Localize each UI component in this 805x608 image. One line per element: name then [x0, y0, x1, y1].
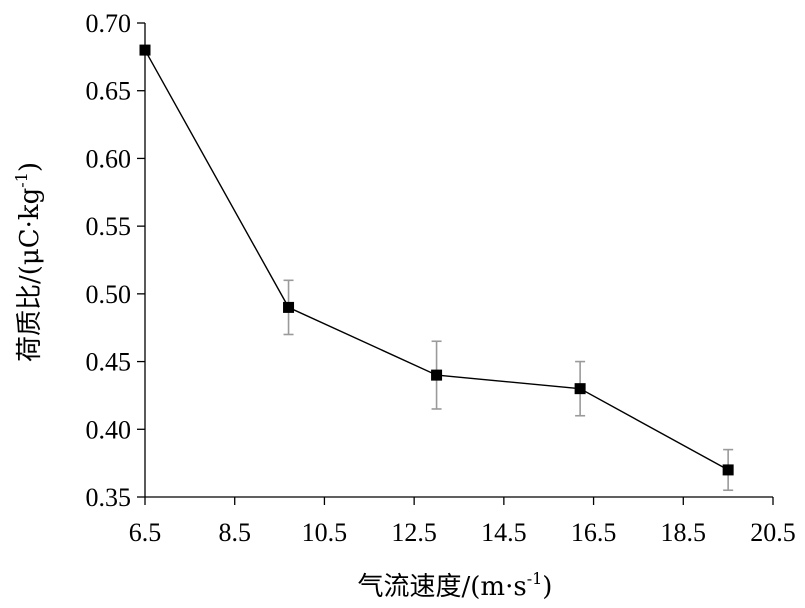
y-axis-title-main: 荷质比/(μC·kg — [15, 188, 45, 362]
axes — [144, 23, 773, 498]
y-tick-label: 0.40 — [86, 415, 132, 444]
y-tick-label: 0.45 — [86, 348, 132, 377]
plot-area — [139, 44, 734, 492]
y-tick-label: 0.50 — [86, 280, 132, 309]
y-tick-label: 0.65 — [86, 77, 132, 106]
x-tick-label: 8.5 — [218, 518, 251, 547]
x-axis-title: 气流速度/(m·s-1) — [358, 569, 553, 602]
x-tick-label: 10.5 — [302, 518, 348, 547]
y-ticks: 0.35 0.40 0.45 0.50 0.55 0.60 0.65 0.70 — [86, 9, 145, 512]
x-tick-label: 18.5 — [661, 518, 707, 547]
x-ticks: 6.5 8.5 10.5 12.5 14.5 16.5 18.5 20.5 — [129, 497, 796, 547]
x-tick-label: 12.5 — [391, 518, 437, 547]
y-tick-label: 0.70 — [86, 9, 132, 38]
y-axis-title-sup: -1 — [12, 172, 31, 188]
y-axis-title-tail: ) — [15, 162, 45, 172]
data-point — [283, 301, 295, 313]
data-point — [139, 44, 151, 56]
x-tick-label: 20.5 — [750, 518, 796, 547]
data-point — [431, 369, 443, 381]
x-tick-label: 16.5 — [571, 518, 617, 547]
y-tick-label: 0.35 — [86, 483, 132, 512]
x-tick-label: 14.5 — [481, 518, 527, 547]
data-point — [574, 383, 586, 395]
x-axis-title-main: 气流速度/(m·s — [358, 572, 527, 602]
x-axis-title-sup: -1 — [527, 569, 543, 588]
y-tick-label: 0.55 — [86, 212, 132, 241]
x-axis-title-tail: ) — [542, 572, 552, 602]
y-tick-label: 0.60 — [86, 144, 132, 173]
y-axis-title: 荷质比/(μC·kg-1) — [12, 162, 45, 362]
data-point — [722, 464, 734, 476]
x-tick-label: 6.5 — [129, 518, 162, 547]
